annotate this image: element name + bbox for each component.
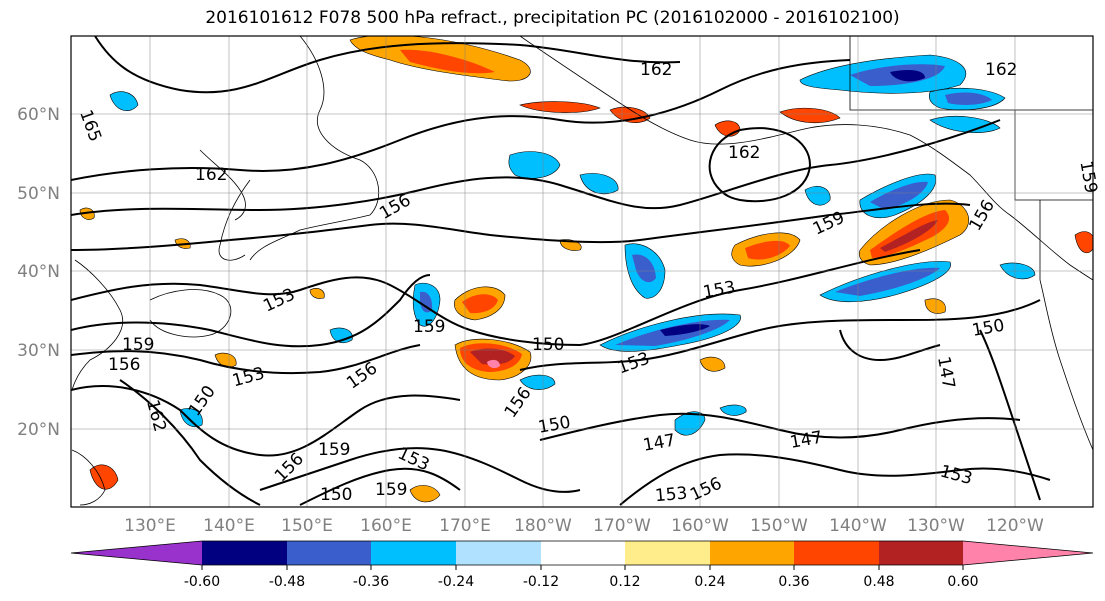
colorbar-tick-label: 0.60 xyxy=(947,574,978,590)
lon-label-140e: 140°E xyxy=(203,516,255,536)
lon-label-130w: 130°W xyxy=(907,516,965,536)
lon-label-130e: 130°E xyxy=(124,516,176,536)
colorbar-segment xyxy=(963,541,1093,565)
lon-label-180w: 180°W xyxy=(514,516,572,536)
colorbar-segment xyxy=(710,541,794,565)
lat-label-40n: 40°N xyxy=(17,262,60,282)
colorbar-tick-label: 0.12 xyxy=(609,574,640,590)
lon-label-170e: 170°E xyxy=(439,516,491,536)
lon-label-170w: 170°W xyxy=(593,516,651,536)
colorbar-tick-label: -0.12 xyxy=(523,574,559,590)
lon-label-160e: 160°E xyxy=(360,516,412,536)
contour-label: 153 xyxy=(654,484,688,507)
colorbar-segment xyxy=(625,541,710,565)
colorbar-segment xyxy=(456,541,541,565)
precip-negative-shading xyxy=(109,54,1036,436)
contour-label: 159 xyxy=(122,335,154,355)
colorbar-segment xyxy=(794,541,879,565)
map-frame xyxy=(70,35,1094,508)
colorbar-tick-label: -0.48 xyxy=(269,574,305,590)
gridlines xyxy=(71,36,1093,507)
contour-label: 162 xyxy=(195,165,227,185)
colorbar-segment xyxy=(541,541,625,565)
latitude-labels: 60°N 50°N 40°N 30°N 20°N xyxy=(17,105,60,440)
contour-label: 159 xyxy=(318,440,350,460)
colorbar-tick-label: 0.48 xyxy=(863,574,894,590)
contour-label: 150 xyxy=(532,335,564,355)
colorbar-segment xyxy=(202,541,287,565)
colorbar-tick-label: 0.36 xyxy=(778,574,809,590)
colorbar-tick-label: -0.60 xyxy=(184,574,220,590)
colorbar: -0.60 -0.48 -0.36 -0.24 -0.12 0.12 0.24 … xyxy=(70,540,1094,590)
contour-label: 159 xyxy=(375,480,407,500)
colorbar-tick-label: 0.24 xyxy=(694,574,725,590)
lon-label-150e: 150°E xyxy=(281,516,333,536)
colorbar-segment xyxy=(371,541,456,565)
lat-label-20n: 20°N xyxy=(17,420,60,440)
height-contours xyxy=(71,36,1051,506)
lon-label-120w: 120°W xyxy=(986,516,1044,536)
contour-label: 159 xyxy=(413,317,445,337)
colorbar-segment xyxy=(287,541,371,565)
lat-label-60n: 60°N xyxy=(17,105,60,125)
precip-positive-shading xyxy=(79,36,1093,503)
contour-label: 162 xyxy=(728,143,760,163)
contour-label: 162 xyxy=(640,60,672,80)
lat-label-30n: 30°N xyxy=(17,341,60,361)
lat-label-50n: 50°N xyxy=(17,184,60,204)
lon-label-160w: 160°W xyxy=(671,516,729,536)
colorbar-segment xyxy=(879,541,963,565)
colorbar-segment xyxy=(71,541,202,565)
longitude-labels: 130°E 140°E 150°E 160°E 170°E 180°W 170°… xyxy=(124,516,1044,536)
contour-label: 150 xyxy=(320,485,352,505)
map-title: 2016101612 F078 500 hPa refract., precip… xyxy=(205,8,900,28)
lon-label-140w: 140°W xyxy=(829,516,887,536)
contour-label: 156 xyxy=(108,355,140,375)
colorbar-tick-label: -0.24 xyxy=(438,574,474,590)
contour-label: 162 xyxy=(985,60,1017,80)
lon-label-150w: 150°W xyxy=(750,516,808,536)
colorbar-tick-label: -0.36 xyxy=(353,574,389,590)
